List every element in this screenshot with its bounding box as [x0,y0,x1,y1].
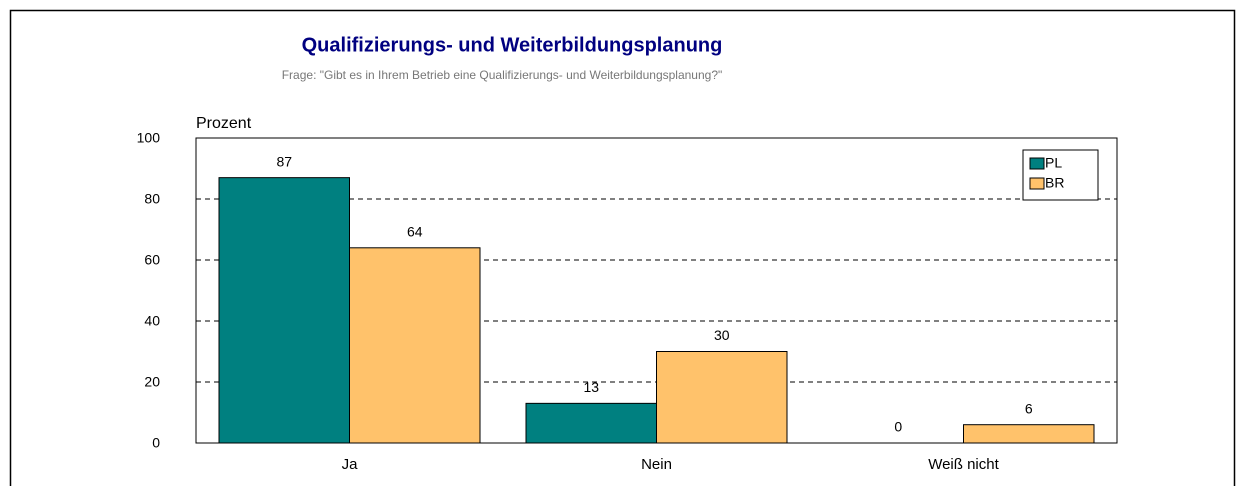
value-label: 13 [583,379,599,395]
y-tick-label: 20 [144,374,160,390]
y-tick-label: 0 [152,435,160,451]
legend-label: PL [1045,155,1062,171]
value-label: 6 [1025,400,1033,416]
bar [218,177,350,444]
x-tick-label: Weiß nicht [928,456,999,473]
value-label: 87 [276,153,292,169]
legend-swatch [1029,157,1045,170]
y-tick-label: 100 [137,130,161,146]
bar [963,424,1095,444]
value-label: 30 [714,327,730,343]
bar [349,247,481,444]
y-axis-label: Prozent [196,115,252,132]
legend-swatch [1029,177,1045,190]
frame [9,9,1236,486]
value-label: 64 [407,224,423,240]
plot-border [195,137,1118,444]
legend [1022,149,1099,201]
chart-subtitle: Frage: "Gibt es in Ihrem Betrieb eine Qu… [282,68,723,82]
y-tick-label: 80 [144,191,160,207]
x-tick-label: Ja [342,456,359,473]
chart-title: Qualifizierungs- und Weiterbildungsplanu… [302,34,723,56]
x-tick-label: Nein [641,456,672,473]
bar [656,351,788,444]
y-tick-label: 60 [144,252,160,268]
value-label: 0 [894,419,902,435]
y-tick-label: 40 [144,313,160,329]
bar [525,402,657,444]
legend-label: BR [1045,175,1064,191]
